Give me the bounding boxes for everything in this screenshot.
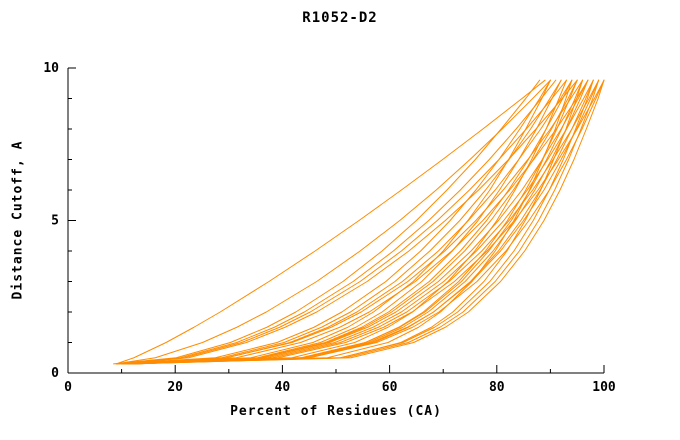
model-curve — [121, 79, 589, 365]
y-tick-label: 5 — [51, 214, 59, 229]
x-tick-label: 20 — [167, 380, 183, 395]
model-curve — [131, 79, 600, 365]
model-curve — [118, 79, 567, 365]
model-curve — [126, 79, 573, 365]
model-curve — [121, 79, 551, 365]
model-curve — [137, 79, 605, 365]
x-tick-label: 40 — [275, 380, 291, 395]
model-curve — [131, 79, 589, 365]
model-curve — [123, 79, 573, 365]
x-tick-label: 100 — [592, 380, 616, 395]
x-tick-label: 0 — [64, 380, 72, 395]
y-tick-label: 10 — [43, 61, 59, 76]
model-curve — [121, 79, 578, 365]
model-curve — [121, 79, 594, 365]
model-curve — [121, 79, 562, 365]
model-curve — [115, 79, 551, 365]
y-axis-label: Distance Cutoff, A — [10, 140, 26, 300]
model-curve — [126, 79, 600, 365]
model-curve — [115, 79, 551, 365]
model-curve — [121, 79, 567, 365]
chart-title: R1052-D2 — [302, 10, 378, 26]
x-tick-label: 80 — [489, 380, 505, 395]
model-curve — [131, 79, 605, 365]
model-curve — [121, 79, 600, 365]
model-curve — [115, 79, 573, 365]
y-tick-label: 0 — [51, 366, 59, 381]
model-curve — [115, 79, 546, 365]
x-axis-label: Percent of Residues (CA) — [230, 404, 442, 419]
model-curve — [121, 79, 584, 365]
model-curve — [113, 79, 541, 365]
model-curve — [126, 79, 594, 365]
model-curve — [115, 79, 557, 365]
model-curve — [126, 79, 605, 365]
x-tick-label: 60 — [382, 380, 398, 395]
